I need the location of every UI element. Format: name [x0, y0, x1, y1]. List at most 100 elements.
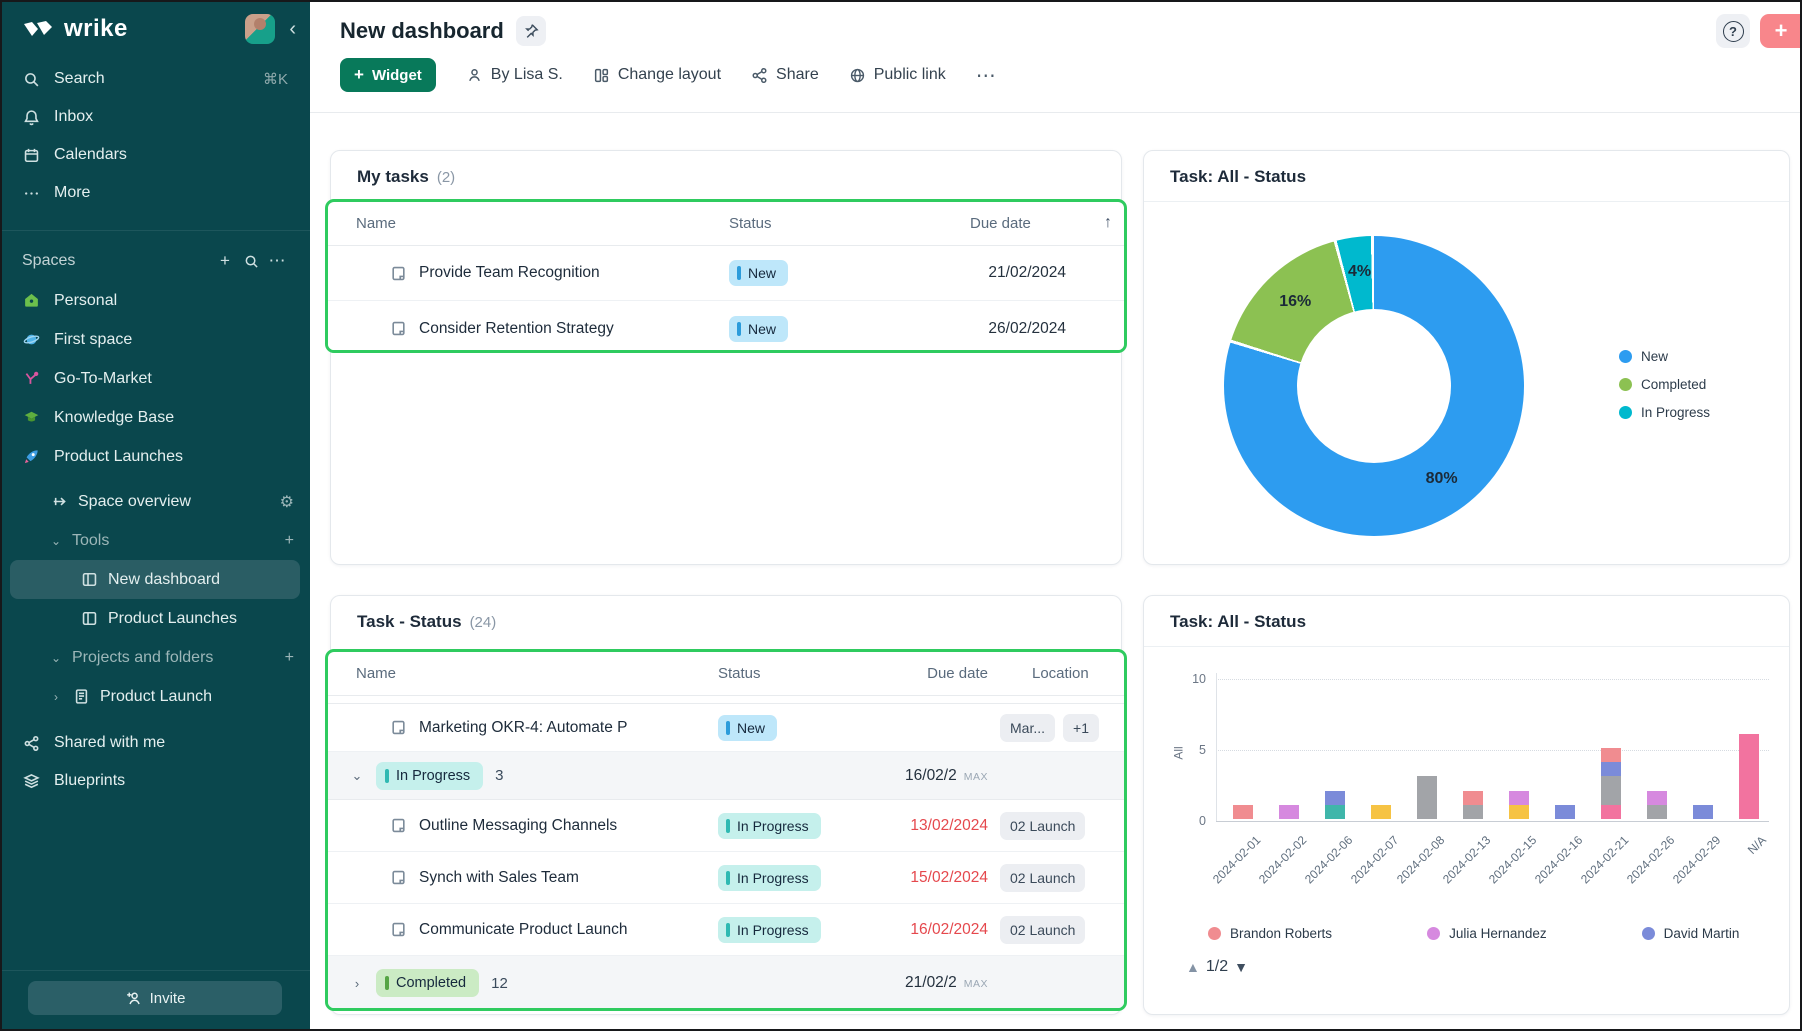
owner-button[interactable]: By Lisa S. [466, 66, 563, 84]
col-location[interactable]: Location [992, 665, 1124, 682]
bar-2024-02-01[interactable] [1233, 805, 1253, 819]
space-item-product-launches[interactable]: Product Launches [0, 437, 310, 476]
table-row[interactable]: Provide Team Recognition New 21/02/2024 [328, 246, 1124, 301]
bar-2024-02-26[interactable] [1647, 791, 1667, 819]
tree-item-product-launch[interactable]: › Product Launch [0, 677, 310, 716]
add-space-icon[interactable]: + [212, 251, 238, 271]
bar-2024-02-06[interactable] [1325, 791, 1345, 819]
share-button[interactable]: Share [751, 66, 819, 84]
chevron-down-icon[interactable]: ⌄ [350, 768, 364, 784]
group-row-in-progress[interactable]: ⌄ In Progress3 16/02/2MAX [328, 752, 1124, 800]
user-plus-icon [125, 990, 142, 1007]
sidebar-item-blueprints[interactable]: Blueprints [0, 762, 310, 800]
task-name[interactable]: Synch with Sales Team [419, 869, 579, 887]
change-layout-button[interactable]: Change layout [593, 66, 721, 84]
page-up-icon[interactable]: ▲ [1186, 959, 1200, 975]
space-item-first-space[interactable]: First space [0, 320, 310, 359]
task-name[interactable]: Outline Messaging Channels [419, 817, 617, 835]
col-status[interactable]: Status [729, 215, 904, 232]
status-badge[interactable]: In Progress [376, 762, 483, 790]
bar-2024-02-08[interactable] [1417, 776, 1437, 819]
space-item-knowledge-base[interactable]: Knowledge Base [0, 398, 310, 437]
status-badge[interactable]: In Progress [718, 813, 821, 839]
sidebar-item-more[interactable]: More [0, 174, 310, 212]
chevron-down-icon[interactable]: ⌄ [50, 651, 62, 665]
add-widget-button[interactable]: + Widget [340, 58, 436, 92]
wrike-logo[interactable]: wrike [22, 15, 245, 43]
table-row[interactable]: Synch with Sales Team In Progress 15/02/… [328, 852, 1124, 904]
legend-item[interactable]: Brandon Roberts [1208, 926, 1332, 941]
bar-2024-02-15[interactable] [1509, 791, 1529, 819]
task-name[interactable]: Provide Team Recognition [419, 264, 600, 282]
col-name[interactable]: Name [328, 665, 718, 682]
tree-item-tools[interactable]: ⌄ Tools + [0, 521, 310, 560]
table-row[interactable]: Consider Retention Strategy New 26/02/20… [328, 301, 1124, 353]
donut-chart[interactable] [1224, 236, 1524, 536]
col-name[interactable]: Name [328, 215, 729, 232]
task-name[interactable]: Marketing OKR-4: Automate P [419, 719, 627, 737]
col-due-date[interactable]: Due date [890, 665, 992, 682]
status-badge[interactable]: New [729, 260, 788, 286]
space-item-personal[interactable]: Personal [0, 281, 310, 320]
x-tick-label: 2024-02-13 [1440, 833, 1493, 886]
status-badge[interactable]: Completed [376, 969, 479, 997]
gear-icon[interactable]: ⚙ [280, 492, 294, 512]
sidebar-item-calendars[interactable]: Calendars [0, 136, 310, 174]
location-pill[interactable]: +1 [1063, 714, 1099, 742]
plus-icon[interactable]: + [285, 649, 294, 667]
sidebar-collapse-icon[interactable]: ‹ [289, 19, 296, 39]
table-row[interactable]: Marketing OKR-4: Automate P New Mar... +1 [328, 704, 1124, 752]
legend-item[interactable]: Completed [1619, 377, 1710, 392]
status-badge[interactable]: In Progress [718, 917, 821, 943]
pin-icon[interactable] [516, 16, 546, 46]
table-row[interactable]: Outline Messaging Channels In Progress 1… [328, 800, 1124, 852]
bar-2024-02-02[interactable] [1279, 805, 1299, 819]
legend-item[interactable]: David Martin [1642, 926, 1740, 941]
invite-button[interactable]: Invite [28, 981, 282, 1015]
tree-item-product-launches[interactable]: Product Launches [0, 599, 310, 638]
chevron-right-icon[interactable]: › [350, 976, 364, 991]
status-badge[interactable]: New [729, 316, 788, 342]
sidebar-item-search[interactable]: Search ⌘K [0, 60, 310, 98]
tree-item-new-dashboard[interactable]: New dashboard [10, 560, 300, 599]
help-button[interactable]: ? [1716, 14, 1750, 48]
chevron-down-icon[interactable]: ⌄ [50, 534, 62, 548]
sort-asc-icon[interactable]: ↑ [1104, 214, 1112, 232]
tree-item-projects-and-folders[interactable]: ⌄ Projects and folders + [0, 638, 310, 677]
legend-item[interactable]: In Progress [1619, 405, 1710, 420]
status-badge[interactable]: In Progress [718, 865, 821, 891]
sidebar-item-inbox[interactable]: Inbox [0, 98, 310, 136]
sidebar-item-shared-with-me[interactable]: Shared with me [0, 724, 310, 762]
location-pill[interactable]: 02 Launch [1000, 916, 1085, 944]
table-row[interactable]: Communicate Product Launch In Progress 1… [328, 904, 1124, 956]
group-row-completed[interactable]: › Completed12 21/02/2MAX [328, 956, 1124, 1011]
plus-icon[interactable]: + [285, 532, 294, 550]
location-pill[interactable]: 02 Launch [1000, 812, 1085, 840]
spaces-more-icon[interactable]: ⋯ [264, 251, 290, 271]
search-spaces-icon[interactable] [238, 254, 264, 269]
location-pill[interactable]: 02 Launch [1000, 864, 1085, 892]
status-badge[interactable]: New [718, 715, 777, 741]
col-status[interactable]: Status [718, 665, 890, 682]
global-add-button[interactable]: + [1760, 14, 1802, 48]
task-name[interactable]: Communicate Product Launch [419, 921, 628, 939]
task-name[interactable]: Consider Retention Strategy [419, 320, 614, 338]
bar-2024-02-16[interactable] [1555, 805, 1575, 819]
page-down-icon[interactable]: ▼ [1234, 959, 1248, 975]
chevron-right-icon[interactable]: › [50, 690, 62, 704]
user-avatar[interactable] [245, 14, 275, 44]
bar-2024-02-07[interactable] [1371, 805, 1391, 819]
bar-2024-02-13[interactable] [1463, 791, 1483, 819]
bar-2024-02-29[interactable] [1693, 805, 1713, 819]
public-link-button[interactable]: Public link [849, 66, 946, 84]
legend-item[interactable]: Julia Hernandez [1427, 926, 1547, 941]
dots-icon [22, 185, 40, 202]
legend-item[interactable]: New [1619, 349, 1710, 364]
space-item-go-to-market[interactable]: Go-To-Market [0, 359, 310, 398]
location-pill[interactable]: Mar... [1000, 714, 1055, 742]
bar-N/A[interactable] [1739, 734, 1759, 819]
toolbar-more-button[interactable]: ⋯ [976, 63, 996, 88]
bar-2024-02-21[interactable] [1601, 748, 1621, 819]
tree-item-space-overview[interactable]: Space overview ⚙ [0, 482, 310, 521]
col-due-date[interactable]: Due date [904, 215, 1124, 232]
